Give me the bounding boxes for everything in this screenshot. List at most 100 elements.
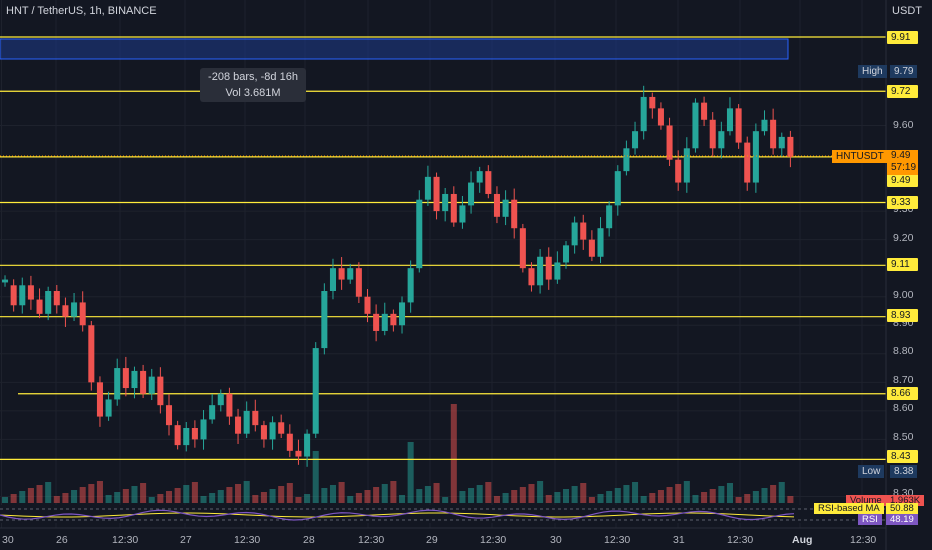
candle-body xyxy=(726,108,733,132)
candle-body xyxy=(105,399,112,417)
candle-body xyxy=(778,136,785,149)
volume-bar xyxy=(493,496,500,503)
volume-bar xyxy=(148,497,155,503)
level-tag-9-49[interactable]: 9.49 xyxy=(887,174,918,187)
price-axis-label: 8.60 xyxy=(893,402,914,414)
candle-body xyxy=(243,410,250,434)
level-tag-9-91[interactable]: 9.91 xyxy=(887,31,918,44)
volume-bar xyxy=(752,491,759,503)
candle-body xyxy=(657,108,664,126)
volume-bar xyxy=(36,485,43,503)
volume-bar xyxy=(235,484,242,503)
rsi-ma-tag-label: RSI-based MA xyxy=(814,503,884,514)
level-tag-9-33[interactable]: 9.33 xyxy=(887,196,918,209)
candle-body xyxy=(364,296,371,314)
level-tag-9-72[interactable]: 9.72 xyxy=(887,85,918,98)
candle-body xyxy=(493,193,500,217)
volume-bar xyxy=(580,483,587,503)
candle-body xyxy=(45,291,52,314)
current-price-value: 9.49 xyxy=(891,150,911,161)
volume-bar xyxy=(2,497,9,503)
volume-bar xyxy=(131,486,138,503)
volume-bar xyxy=(140,483,147,503)
candle-body xyxy=(36,299,43,314)
volume-bar xyxy=(649,493,656,503)
candle-body xyxy=(433,176,440,212)
level-tag-8-66[interactable]: 8.66 xyxy=(887,387,918,400)
candle-body xyxy=(269,422,276,440)
candle-body xyxy=(709,119,716,149)
blue-zone-rectangle[interactable] xyxy=(0,38,789,60)
volume-bar xyxy=(399,495,406,503)
candle-body xyxy=(450,193,457,223)
time-axis-label: 31 xyxy=(673,534,685,546)
volume-bar xyxy=(53,496,60,503)
volume-bar xyxy=(761,488,768,503)
volume-bar xyxy=(459,491,466,503)
candle-body xyxy=(692,102,699,149)
volume-bar xyxy=(787,496,794,503)
candlesticks xyxy=(2,85,794,467)
volume-bar xyxy=(88,484,95,503)
candle-body xyxy=(88,325,95,383)
candle-body xyxy=(79,302,86,326)
volume-bar xyxy=(62,493,69,503)
rsi-line xyxy=(0,509,795,521)
volume-bar xyxy=(692,495,699,503)
current-price-tag: 9.49 57:19 xyxy=(887,150,918,175)
volume-bar xyxy=(675,484,682,503)
volume-bar xyxy=(295,497,302,503)
volume-bar xyxy=(312,451,319,503)
candle-body xyxy=(53,291,60,306)
level-tag-9-11[interactable]: 9.11 xyxy=(887,258,918,271)
volume-bar xyxy=(105,495,112,503)
horizontal-levels[interactable] xyxy=(0,36,886,460)
candle-body xyxy=(295,450,302,457)
time-axis-label: 28 xyxy=(303,534,315,546)
candle-body xyxy=(286,433,293,451)
price-axis-label: 8.80 xyxy=(893,345,914,357)
volume-bar xyxy=(511,490,518,503)
candle-body xyxy=(260,425,267,440)
volume-bar xyxy=(243,481,250,503)
candle-body xyxy=(519,228,526,269)
candle-body xyxy=(217,393,224,406)
candle-body xyxy=(174,425,181,446)
volume-bar xyxy=(114,492,121,503)
volume-bar xyxy=(226,487,233,503)
level-tag-8-43[interactable]: 8.43 xyxy=(887,450,918,463)
volume-bar xyxy=(640,496,647,503)
rsi-background xyxy=(0,505,886,523)
candle-body xyxy=(62,305,69,317)
candle-body xyxy=(468,182,475,206)
candle-body xyxy=(485,171,492,194)
candle-body xyxy=(381,313,388,331)
candle-body xyxy=(606,205,613,229)
rsi-tag-label: RSI xyxy=(858,514,882,525)
volume-bar xyxy=(666,487,673,503)
candle-body xyxy=(632,131,639,149)
price-axis-label: 8.50 xyxy=(893,431,914,443)
symbol-title[interactable]: HNT / TetherUS, 1h, BINANCE xyxy=(6,5,157,17)
bar-countdown: 57:19 xyxy=(891,162,917,173)
level-tag-8-93[interactable]: 8.93 xyxy=(887,309,918,322)
time-axis-label: 12:30 xyxy=(727,534,754,546)
volume-bar xyxy=(278,486,285,503)
volume-bar xyxy=(165,491,173,503)
high-label: High xyxy=(858,65,887,78)
price-axis-label: 9.20 xyxy=(893,232,914,244)
measure-tooltip: -208 bars, -8d 16h Vol 3.681M xyxy=(200,68,306,102)
volume-bar xyxy=(209,493,216,503)
candle-body xyxy=(476,171,483,183)
candle-body xyxy=(96,382,103,417)
ticker-name-tag: HNTUSDT xyxy=(832,150,888,163)
time-axis-label: 30 xyxy=(550,534,562,546)
volume-bar xyxy=(269,489,276,503)
candle-body xyxy=(424,176,431,200)
price-axis-label: 9.00 xyxy=(893,289,914,301)
time-axis-label: 12:30 xyxy=(850,534,877,546)
candle-body xyxy=(666,125,673,160)
candle-body xyxy=(744,142,751,183)
rsi-ma-tag-value: 50.88 xyxy=(886,503,918,514)
